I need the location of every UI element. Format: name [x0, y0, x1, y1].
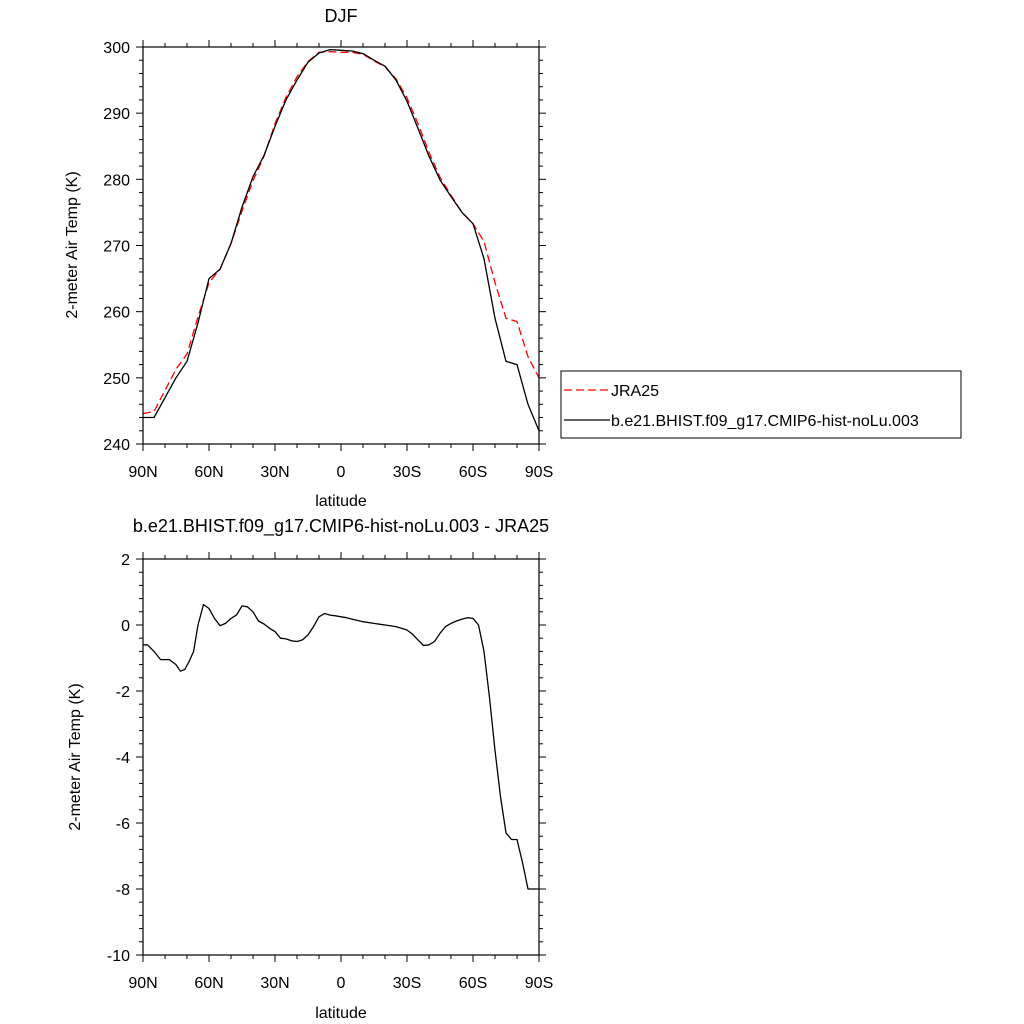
tick-marks [136, 552, 546, 962]
x-tick-label: 60S [459, 975, 487, 992]
djf-panel: DJF 90N 60N 30N 0 30S 60S 90S 2402502602702802… [64, 6, 962, 510]
x-tick-labels: 90N 60N 30N 0 30S 60S 90S [128, 975, 553, 992]
difference-line [143, 603, 539, 890]
legend-label-model: b.e21.BHIST.f09_g17.CMIP6-hist-noLu.003 [611, 413, 919, 430]
series-lines [143, 603, 539, 890]
x-tick-label: 60S [459, 464, 487, 481]
y-tick-label: -8 [116, 882, 130, 899]
x-tick-label: 30S [393, 975, 421, 992]
y-tick-label: -6 [116, 816, 130, 833]
series-line-jra25 [142, 50, 540, 415]
x-tick-label: 90S [525, 464, 553, 481]
x-tick-label: 30N [260, 975, 289, 992]
legend-label-jra25: JRA25 [611, 383, 659, 400]
y-tick-label: 240 [103, 437, 130, 454]
y-tick-label: -10 [107, 948, 130, 965]
y-tick-labels: 240 250 260 270 280 290 300 [103, 40, 130, 454]
x-tick-label: 30S [393, 464, 421, 481]
plot-frame [142, 46, 540, 445]
y-axis-label: 2-meter Air Temp (K) [64, 171, 81, 318]
y-tick-label: -2 [116, 684, 130, 701]
x-tick-label: 0 [337, 464, 346, 481]
x-axis-label: latitude [315, 493, 367, 510]
x-tick-label: 90N [128, 975, 157, 992]
x-tick-label: 60N [194, 464, 223, 481]
y-tick-label: 290 [103, 106, 130, 123]
y-tick-label: 2 [121, 552, 130, 569]
panel-title: DJF [325, 6, 358, 26]
y-tick-label: 250 [103, 371, 130, 388]
tick-marks [136, 40, 546, 451]
plot-frame [142, 558, 540, 956]
y-tick-label: 300 [103, 40, 130, 57]
x-tick-labels: 90N 60N 30N 0 30S 60S 90S [128, 464, 553, 481]
y-tick-labels: -10 -8 -6 -4 -2 0 2 [107, 552, 130, 965]
x-tick-label: 0 [337, 975, 346, 992]
legend: JRA25 b.e21.BHIST.f09_g17.CMIP6-hist-noL… [560, 370, 962, 439]
y-tick-label: 270 [103, 239, 130, 256]
x-tick-label: 90N [128, 464, 157, 481]
y-tick-label: 280 [103, 172, 130, 189]
x-tick-label: 30N [260, 464, 289, 481]
y-tick-label: -4 [116, 750, 130, 767]
legend-box [560, 370, 962, 439]
x-tick-label: 60N [194, 975, 223, 992]
y-tick-label: 260 [103, 305, 130, 322]
difference-panel: b.e21.BHIST.f09_g17.CMIP6-hist-noLu.003 … [67, 516, 553, 1022]
series-line-model [143, 48, 540, 432]
series-lines [142, 48, 540, 432]
x-axis-label: latitude [315, 1005, 367, 1022]
y-axis-label: 2-meter Air Temp (K) [67, 683, 84, 830]
y-tick-label: 0 [121, 618, 130, 635]
x-tick-label: 90S [525, 975, 553, 992]
panel-title: b.e21.BHIST.f09_g17.CMIP6-hist-noLu.003 … [133, 516, 549, 537]
